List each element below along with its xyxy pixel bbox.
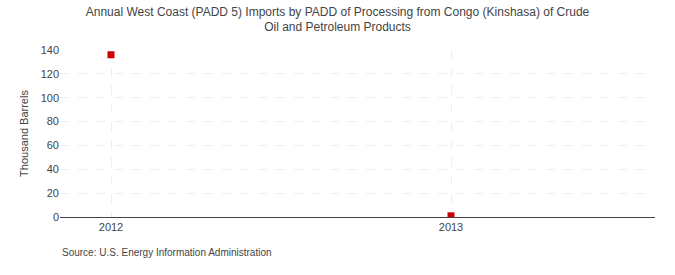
svg-text:Annual West Coast (PADD 5) Imp: Annual West Coast (PADD 5) Imports by PA…	[86, 5, 590, 35]
svg-text:60: 60	[47, 139, 59, 151]
svg-text:80: 80	[47, 115, 59, 127]
svg-text:2013: 2013	[439, 221, 463, 233]
svg-text:Thousand Barrels: Thousand Barrels	[18, 90, 30, 177]
svg-text:0: 0	[53, 211, 59, 223]
svg-text:Source: U.S. Energy Informatio: Source: U.S. Energy Information Administ…	[62, 247, 272, 258]
svg-text:120: 120	[41, 68, 59, 80]
svg-text:40: 40	[47, 163, 59, 175]
svg-text:20: 20	[47, 187, 59, 199]
svg-text:100: 100	[41, 92, 59, 104]
svg-text:140: 140	[41, 44, 59, 56]
svg-text:2012: 2012	[99, 221, 123, 233]
